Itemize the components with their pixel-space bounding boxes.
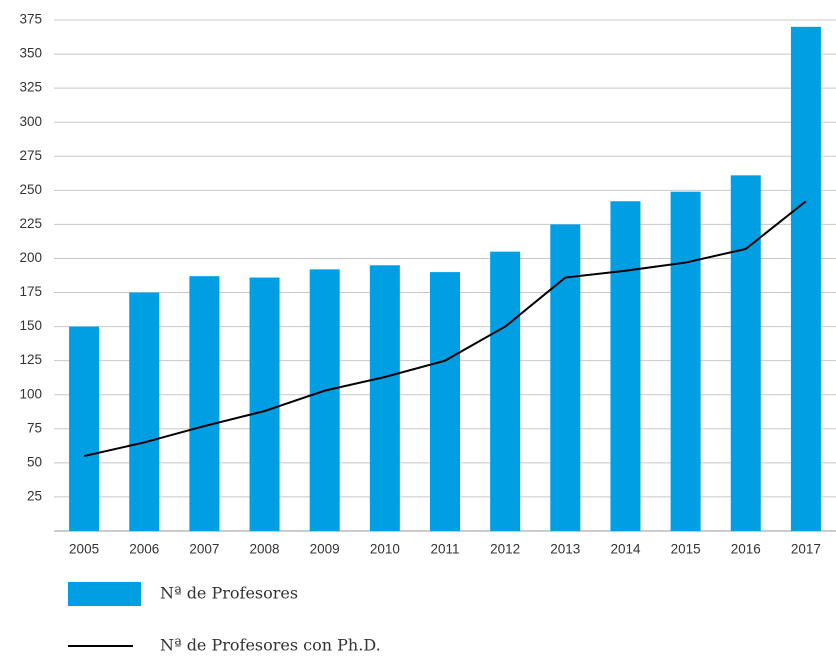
bar <box>730 175 761 531</box>
x-tick-label: 2006 <box>129 542 159 557</box>
y-tick-label: 225 <box>19 216 42 231</box>
y-tick-label: 50 <box>27 454 42 469</box>
legend-label: Nª de Profesores con Ph.D. <box>160 636 381 655</box>
bar <box>309 269 340 531</box>
y-tick-label: 100 <box>19 386 42 401</box>
bar <box>249 277 280 531</box>
legend-swatch <box>68 582 141 606</box>
bar <box>369 265 400 531</box>
bar <box>790 26 821 532</box>
x-tick-label: 2015 <box>671 542 701 557</box>
x-tick-label: 2009 <box>310 542 340 557</box>
y-tick-label: 175 <box>19 284 42 299</box>
y-tick-label: 275 <box>19 148 42 163</box>
x-tick-label: 2016 <box>731 542 761 557</box>
y-tick-label: 350 <box>19 46 42 61</box>
bar <box>670 191 701 532</box>
bar <box>189 276 220 531</box>
y-tick-label: 250 <box>19 182 42 197</box>
y-tick-label: 125 <box>19 352 42 367</box>
x-tick-label: 2008 <box>250 542 280 557</box>
y-tick-label: 150 <box>19 318 42 333</box>
y-tick-label: 75 <box>27 420 42 435</box>
y-tick-label: 200 <box>19 250 42 265</box>
x-tick-label: 2017 <box>791 542 821 557</box>
bar <box>610 201 641 531</box>
x-tick-label: 2014 <box>610 542 641 557</box>
y-tick-label: 375 <box>19 12 42 27</box>
x-tick-label: 2005 <box>69 542 99 557</box>
y-tick-label: 25 <box>27 488 42 503</box>
legend-label: Nª de Profesores <box>160 584 298 603</box>
x-tick-label: 2007 <box>189 542 219 557</box>
bar <box>430 272 460 531</box>
x-tick-label: 2013 <box>550 542 580 557</box>
x-tick-label: 2011 <box>430 542 459 557</box>
bar <box>129 292 160 531</box>
bar <box>69 326 100 531</box>
bar <box>550 224 581 531</box>
y-tick-label: 300 <box>19 114 42 129</box>
line <box>83 200 807 458</box>
x-tick-label: 2010 <box>370 542 400 557</box>
y-tick-label: 325 <box>19 80 42 95</box>
bar <box>490 251 521 532</box>
x-tick-label: 2012 <box>490 542 520 557</box>
